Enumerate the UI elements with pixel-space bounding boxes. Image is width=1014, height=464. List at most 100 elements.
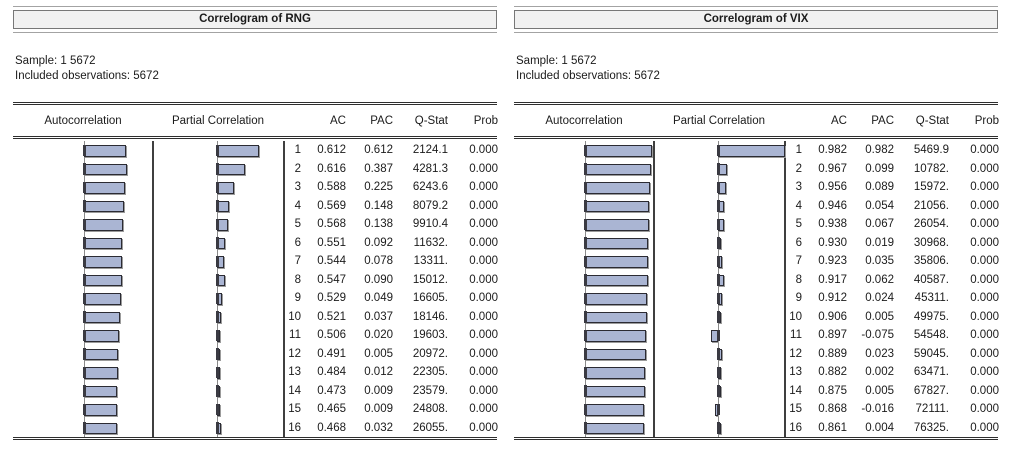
ac-value: 0.473 xyxy=(317,384,346,397)
sample-info: Sample: 1 5672 Included observations: 56… xyxy=(516,54,660,83)
sample-info: Sample: 1 5672 Included observations: 56… xyxy=(15,54,159,83)
qstat-value: 6243.6 xyxy=(412,181,448,193)
autocorrelation-bar xyxy=(585,256,648,268)
qstat-value: 13311. xyxy=(413,255,448,267)
autocorrelation-bar xyxy=(84,330,120,342)
sample-range-line: Sample: 1 5672 xyxy=(15,55,96,67)
included-observations-line: Included observations: 5672 xyxy=(516,69,660,82)
ac-value: 0.917 xyxy=(818,273,847,286)
qstat-value: 15972. xyxy=(913,181,949,193)
col-header-prob: Prob xyxy=(473,115,498,127)
prob-value: 0.000 xyxy=(970,218,999,230)
correlogram-row: 5 0.938 0.067 26054. 0.000 xyxy=(514,215,999,234)
ac-value: 0.956 xyxy=(818,181,847,193)
ac-value: 0.616 xyxy=(317,162,346,175)
partial-correlation-zero-tick xyxy=(716,366,720,378)
col-header-ac: AC xyxy=(330,115,346,127)
autocorrelation-zero-tick xyxy=(82,144,86,156)
row-values: 14 0.875 0.005 67827. 0.000 xyxy=(774,382,999,401)
pac-value: 0.387 xyxy=(364,162,393,175)
qstat-value: 59045. xyxy=(913,347,949,360)
row-values: 1 0.982 0.982 5469.9 0.000 xyxy=(774,141,999,160)
correlogram-row: 15 0.465 0.009 24808. 0.000 xyxy=(13,400,498,419)
correlogram-row: 4 0.946 0.054 21056. 0.000 xyxy=(514,197,999,216)
partial-correlation-zero-tick xyxy=(215,237,219,249)
autocorrelation-bar xyxy=(585,367,646,379)
prob-value: 0.000 xyxy=(970,199,999,212)
row-values: 8 0.917 0.062 40587. 0.000 xyxy=(774,271,999,290)
row-values: 10 0.521 0.037 18146. 0.000 xyxy=(273,308,498,327)
double-rule-bottom xyxy=(13,437,497,440)
autocorrelation-bar xyxy=(585,182,651,194)
row-values: 13 0.484 0.012 22305. 0.000 xyxy=(273,363,498,382)
lag-value: 3 xyxy=(294,181,301,193)
qstat-value: 8079.2 xyxy=(412,199,448,212)
correlogram-row: 2 0.967 0.099 10782. 0.000 xyxy=(514,160,999,179)
ac-value: 0.506 xyxy=(317,329,346,341)
correlogram-row: 3 0.588 0.225 6243.6 0.000 xyxy=(13,178,498,197)
qstat-value: 72111. xyxy=(915,403,949,415)
qstat-value: 21056. xyxy=(913,199,949,212)
correlogram-row: 13 0.484 0.012 22305. 0.000 xyxy=(13,363,498,382)
partial-correlation-zero-tick xyxy=(215,422,219,434)
pac-value: 0.078 xyxy=(364,255,393,267)
qstat-value: 22305. xyxy=(412,366,448,378)
correlogram-row: 13 0.882 0.002 63471. 0.000 xyxy=(514,363,999,382)
correlogram-row: 16 0.468 0.032 26055. 0.000 xyxy=(13,419,498,438)
ac-value: 0.875 xyxy=(818,384,847,397)
lag-value: 2 xyxy=(294,162,301,175)
autocorrelation-zero-tick xyxy=(82,422,86,434)
qstat-value: 16605. xyxy=(412,292,448,304)
correlogram-row: 12 0.889 0.023 59045. 0.000 xyxy=(514,345,999,364)
partial-correlation-zero-tick xyxy=(215,348,219,360)
row-values: 6 0.551 0.092 11632. 0.000 xyxy=(273,234,498,253)
prob-value: 0.000 xyxy=(469,144,498,156)
partial-correlation-zero-tick xyxy=(215,311,219,323)
ac-value: 0.882 xyxy=(818,366,847,378)
row-values: 5 0.938 0.067 26054. 0.000 xyxy=(774,215,999,234)
pac-value: 0.138 xyxy=(364,218,393,230)
lag-value: 7 xyxy=(294,255,301,267)
pac-value: 0.089 xyxy=(865,181,894,193)
prob-value: 0.000 xyxy=(970,347,999,360)
autocorrelation-bar xyxy=(585,200,650,212)
col-header-qstat: Q-Stat xyxy=(915,115,949,127)
ac-value: 0.551 xyxy=(317,236,346,249)
pac-value: -0.075 xyxy=(861,329,894,341)
autocorrelation-zero-tick xyxy=(583,403,587,415)
prob-value: 0.000 xyxy=(469,384,498,397)
row-values: 12 0.889 0.023 59045. 0.000 xyxy=(774,345,999,364)
lag-value: 12 xyxy=(789,347,802,360)
pac-zero-axis xyxy=(717,141,719,437)
ac-value: 0.897 xyxy=(818,329,847,341)
ac-value: 0.930 xyxy=(818,236,847,249)
row-values: 13 0.882 0.002 63471. 0.000 xyxy=(774,363,999,382)
col-header-pac: PAC xyxy=(370,115,393,127)
correlogram-row: 5 0.568 0.138 9910.4 0.000 xyxy=(13,215,498,234)
column-divider xyxy=(152,141,154,437)
lag-value: 2 xyxy=(795,162,802,175)
qstat-value: 15012. xyxy=(412,273,448,286)
partial-correlation-zero-tick xyxy=(215,385,219,397)
column-header-row: Autocorrelation Partial Correlation AC P… xyxy=(13,107,498,135)
pac-value: 0.090 xyxy=(364,273,393,286)
ac-value: 0.484 xyxy=(317,366,346,378)
row-values: 2 0.616 0.387 4281.3 0.000 xyxy=(273,160,498,179)
pac-value: 0.067 xyxy=(865,218,894,230)
pac-value: 0.012 xyxy=(364,366,393,378)
col-header-partial-correlation: Partial Correlation xyxy=(171,115,265,127)
prob-value: 0.000 xyxy=(469,329,498,341)
pac-value: 0.020 xyxy=(364,329,393,341)
numeric-column-headers: AC PAC Q-Stat Prob xyxy=(774,107,999,135)
ac-value: 0.889 xyxy=(818,347,847,360)
partial-correlation-bar xyxy=(217,145,260,157)
prob-value: 0.000 xyxy=(469,273,498,286)
partial-correlation-zero-tick xyxy=(716,200,720,212)
partial-correlation-bar xyxy=(217,163,245,175)
autocorrelation-zero-tick xyxy=(583,274,587,286)
pac-value: 0.009 xyxy=(364,403,393,415)
partial-correlation-bar xyxy=(217,182,234,194)
autocorrelation-bar xyxy=(585,163,651,175)
col-header-lag xyxy=(273,107,301,135)
